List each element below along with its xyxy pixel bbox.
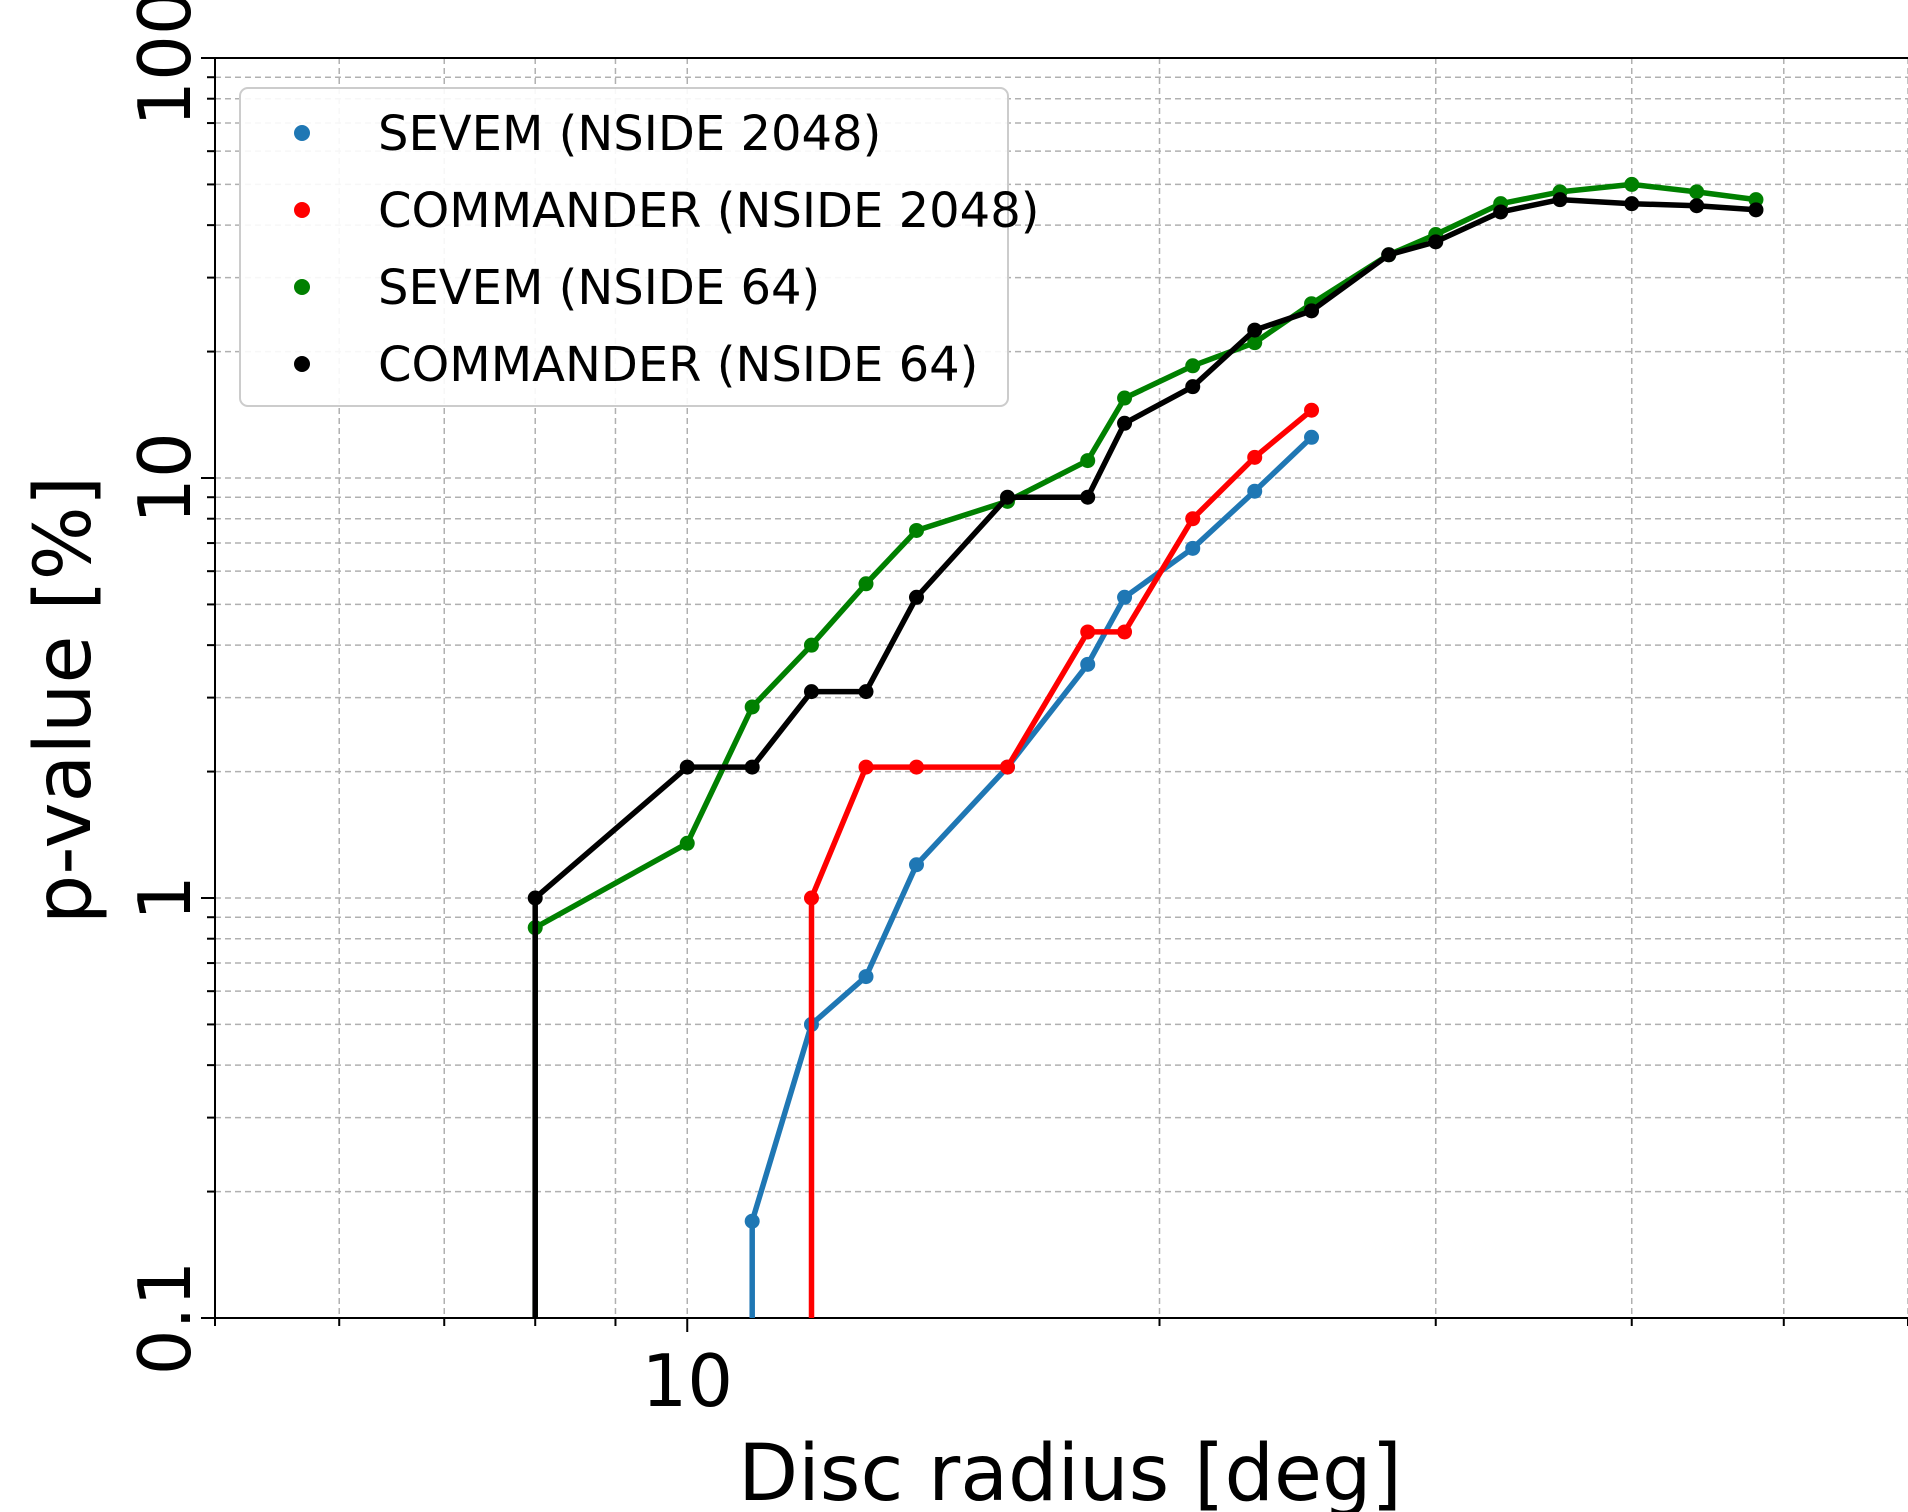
y-tick-label: 100 xyxy=(123,0,207,127)
data-point xyxy=(1304,303,1320,319)
data-point xyxy=(858,684,874,700)
legend-marker xyxy=(294,125,310,141)
data-point xyxy=(1689,184,1705,200)
data-point xyxy=(1080,489,1096,505)
data-point xyxy=(999,489,1015,505)
legend-marker xyxy=(294,279,310,295)
tick-labels: 10 0.1 1 10 100 xyxy=(123,0,733,1423)
data-point xyxy=(744,699,760,715)
data-point xyxy=(908,759,924,775)
data-point xyxy=(908,589,924,605)
legend-marker xyxy=(294,202,310,218)
data-point xyxy=(908,522,924,538)
data-point xyxy=(1381,247,1397,263)
y-tick-label: 1 xyxy=(123,875,207,921)
data-point xyxy=(1304,429,1320,445)
series-line xyxy=(532,196,1757,1318)
y-axis-label: p-value [%] xyxy=(19,476,109,924)
tick-marks xyxy=(201,57,1908,1332)
data-point xyxy=(1117,589,1133,605)
data-point xyxy=(803,890,819,906)
legend-label: COMMANDER (NSIDE 64) xyxy=(378,337,978,393)
series-line xyxy=(532,181,1757,1318)
y-tick-label: 0.1 xyxy=(123,1261,207,1376)
legend-label: SEVEM (NSIDE 2048) xyxy=(378,106,881,162)
x-axis-label: Disc radius [deg] xyxy=(738,1429,1402,1512)
data-point xyxy=(1624,176,1640,192)
data-point xyxy=(1185,540,1201,556)
data-point xyxy=(1080,453,1096,469)
data-point xyxy=(1080,624,1096,640)
legend: SEVEM (NSIDE 2048) COMMANDER (NSIDE 2048)… xyxy=(239,87,1039,407)
data-point xyxy=(527,890,543,906)
data-point xyxy=(1247,483,1263,499)
series-line xyxy=(808,408,1314,1318)
series-commander-nside-64 xyxy=(527,192,1764,1318)
data-point xyxy=(1247,322,1263,338)
data-point xyxy=(1552,192,1568,208)
x-tick-label: 10 xyxy=(641,1339,733,1423)
data-point xyxy=(744,759,760,775)
legend-label: COMMANDER (NSIDE 2048) xyxy=(378,183,1039,239)
data-point xyxy=(1117,415,1133,431)
y-tick-label: 10 xyxy=(123,432,207,524)
data-point xyxy=(1247,335,1263,351)
series-layer xyxy=(527,176,1764,1318)
data-point xyxy=(679,759,695,775)
axes xyxy=(214,57,1908,1319)
data-point xyxy=(1247,449,1263,465)
data-point xyxy=(679,835,695,851)
data-point xyxy=(1493,204,1509,220)
data-point xyxy=(1428,234,1444,250)
data-point xyxy=(1689,198,1705,214)
data-point xyxy=(858,759,874,775)
data-point xyxy=(1117,390,1133,406)
data-point xyxy=(1185,379,1201,395)
data-point xyxy=(1748,202,1764,218)
data-point xyxy=(1624,196,1640,212)
data-point xyxy=(744,1213,760,1229)
legend-label: SEVEM (NSIDE 64) xyxy=(378,260,820,316)
data-point xyxy=(1117,624,1133,640)
data-point xyxy=(1185,358,1201,374)
data-point xyxy=(803,637,819,653)
data-point xyxy=(908,857,924,873)
legend-marker xyxy=(294,356,310,372)
data-point xyxy=(1185,511,1201,527)
data-point xyxy=(858,576,874,592)
data-point xyxy=(999,759,1015,775)
data-point xyxy=(858,969,874,985)
data-point xyxy=(1080,656,1096,672)
data-point xyxy=(803,684,819,700)
series-commander-nside-2048 xyxy=(803,402,1320,1318)
data-point xyxy=(1304,402,1320,418)
legend-box xyxy=(239,87,1009,407)
